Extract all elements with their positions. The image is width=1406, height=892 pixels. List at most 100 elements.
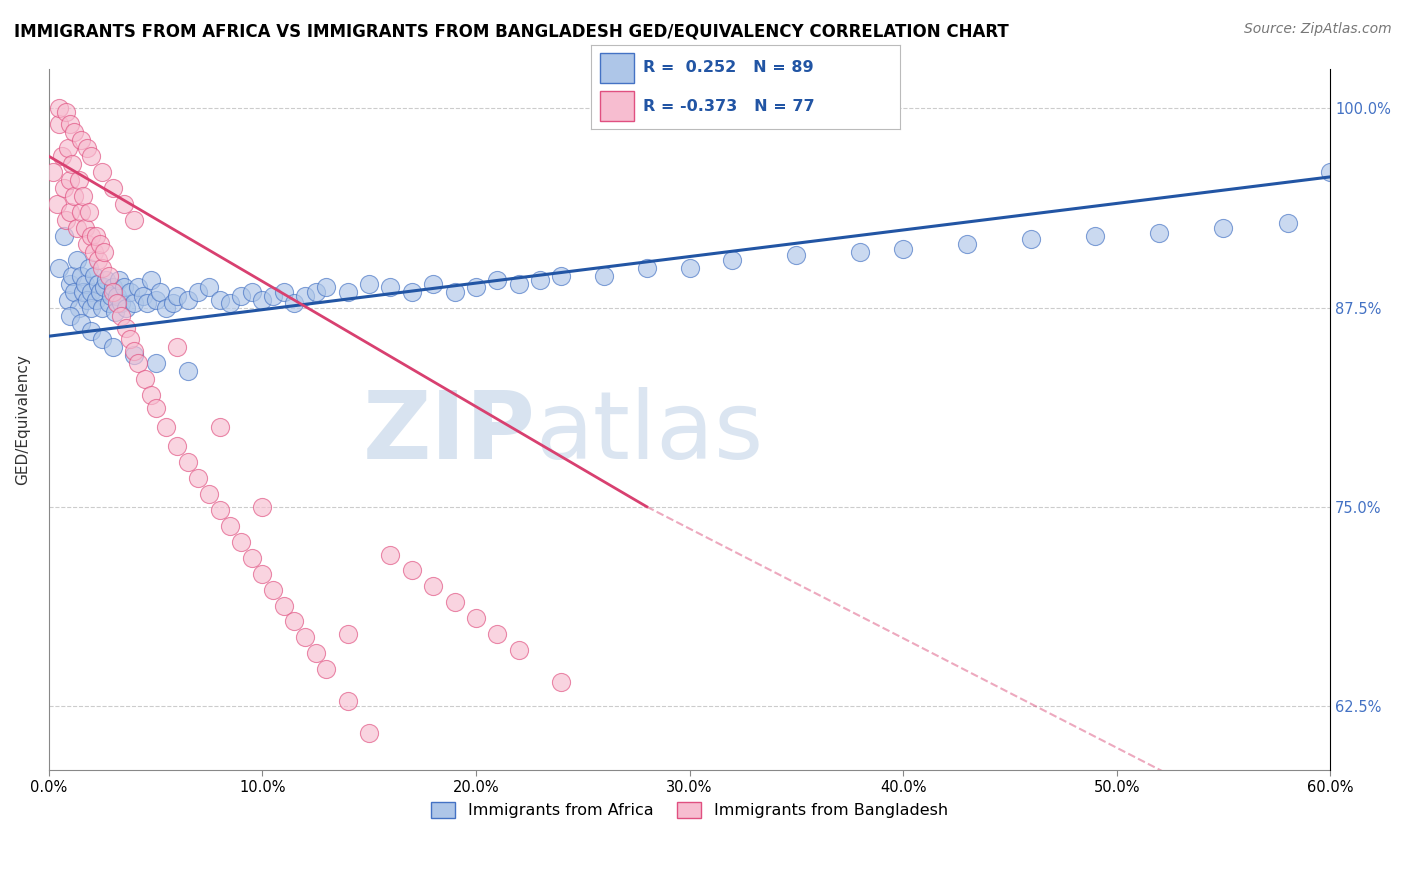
Point	[198, 487, 221, 501]
Point	[48, 117, 70, 131]
Point	[59, 173, 82, 187]
Point	[240, 550, 263, 565]
Point	[110, 309, 132, 323]
Point	[166, 340, 188, 354]
Point	[486, 273, 509, 287]
Point	[721, 252, 744, 267]
FancyBboxPatch shape	[600, 54, 634, 83]
Point	[65, 220, 87, 235]
Y-axis label: GED/Equivalency: GED/Equivalency	[15, 353, 30, 484]
Point	[305, 285, 328, 299]
Point	[401, 285, 423, 299]
Point	[55, 104, 77, 119]
Point	[162, 295, 184, 310]
Point	[48, 101, 70, 115]
Point	[187, 285, 209, 299]
Point	[91, 301, 114, 315]
Point	[51, 149, 73, 163]
Point	[219, 295, 242, 310]
Point	[401, 564, 423, 578]
Point	[87, 277, 110, 291]
Point	[80, 228, 103, 243]
Point	[208, 503, 231, 517]
Point	[84, 293, 107, 307]
FancyBboxPatch shape	[600, 91, 634, 120]
Point	[849, 244, 872, 259]
Point	[294, 631, 316, 645]
Point	[464, 280, 486, 294]
Point	[52, 181, 75, 195]
Point	[42, 165, 65, 179]
Text: IMMIGRANTS FROM AFRICA VS IMMIGRANTS FROM BANGLADESH GED/EQUIVALENCY CORRELATION: IMMIGRANTS FROM AFRICA VS IMMIGRANTS FRO…	[14, 22, 1010, 40]
Point	[252, 293, 274, 307]
Point	[122, 213, 145, 227]
Point	[72, 285, 94, 299]
Point	[67, 301, 90, 315]
Point	[80, 285, 103, 299]
Point	[104, 305, 127, 319]
Point	[73, 220, 96, 235]
Point	[315, 280, 337, 294]
Point	[76, 236, 98, 251]
Point	[69, 133, 91, 147]
Point	[59, 205, 82, 219]
Point	[73, 277, 96, 291]
Point	[112, 280, 135, 294]
Point	[336, 285, 359, 299]
Point	[956, 236, 979, 251]
Point	[678, 260, 700, 275]
Point	[59, 277, 82, 291]
Point	[508, 643, 530, 657]
Point	[60, 268, 83, 283]
Point	[76, 141, 98, 155]
Point	[155, 301, 177, 315]
Point	[105, 295, 128, 310]
Point	[79, 205, 101, 219]
Point	[891, 242, 914, 256]
Point	[63, 125, 86, 139]
Point	[422, 277, 444, 291]
Point	[486, 627, 509, 641]
Point	[118, 285, 141, 299]
Point	[359, 277, 381, 291]
Point	[785, 248, 807, 262]
Point	[1149, 226, 1171, 240]
Point	[122, 348, 145, 362]
Point	[91, 333, 114, 347]
Point	[198, 280, 221, 294]
Point	[550, 675, 572, 690]
Point	[443, 285, 465, 299]
Point	[187, 471, 209, 485]
Point	[56, 293, 79, 307]
Point	[101, 285, 124, 299]
Point	[114, 301, 136, 315]
Point	[101, 181, 124, 195]
Point	[63, 189, 86, 203]
Point	[464, 611, 486, 625]
Point	[273, 285, 295, 299]
Point	[294, 289, 316, 303]
Text: Source: ZipAtlas.com: Source: ZipAtlas.com	[1244, 22, 1392, 37]
Point	[122, 295, 145, 310]
Point	[219, 519, 242, 533]
Point	[59, 117, 82, 131]
Text: R = -0.373   N = 77: R = -0.373 N = 77	[643, 98, 814, 113]
Point	[112, 197, 135, 211]
Point	[1084, 228, 1107, 243]
Point	[101, 340, 124, 354]
Point	[89, 285, 111, 299]
Point	[1319, 165, 1341, 179]
Point	[100, 289, 122, 303]
Point	[87, 252, 110, 267]
Point	[127, 356, 149, 370]
Point	[208, 293, 231, 307]
Point	[176, 455, 198, 469]
Point	[229, 534, 252, 549]
Point	[145, 356, 167, 370]
Point	[56, 141, 79, 155]
Point	[336, 694, 359, 708]
Point	[97, 268, 120, 283]
Point	[93, 244, 115, 259]
Point	[76, 293, 98, 307]
Point	[69, 317, 91, 331]
